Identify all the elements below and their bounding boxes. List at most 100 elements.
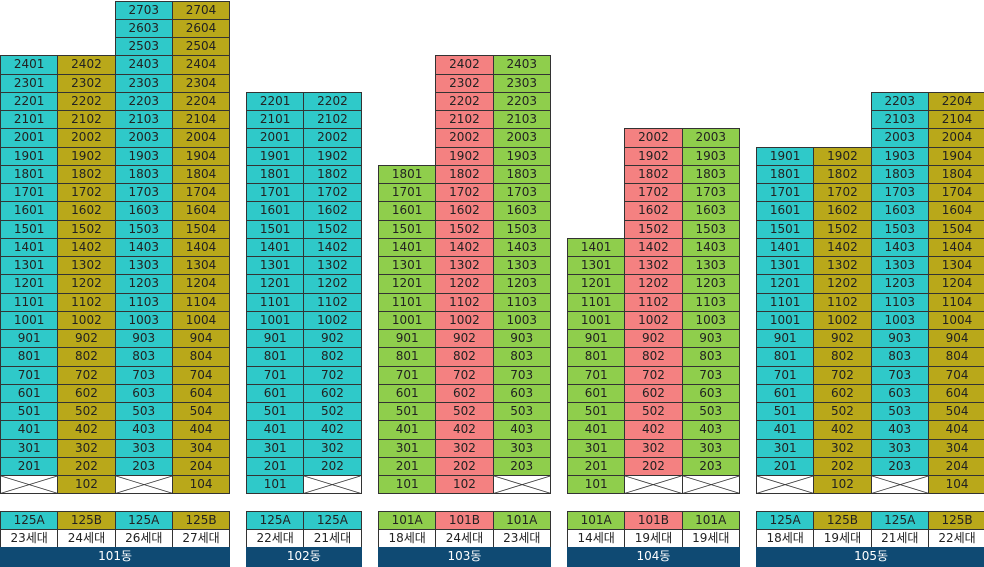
unit-cell: 1801 [0, 164, 59, 184]
unit-cell: 2101 [0, 110, 59, 130]
unit-cell: 803 [681, 347, 740, 367]
unit-cell: 1502 [435, 219, 494, 239]
unit-cell: 1601 [378, 201, 437, 221]
unit-cell: 801 [756, 347, 815, 367]
unit-cell: 602 [57, 383, 116, 403]
unit-cell: 1203 [681, 274, 740, 294]
unit-cell: 1602 [435, 201, 494, 221]
unit-cell: 301 [567, 438, 626, 458]
household-count: 19세대 [813, 529, 872, 548]
unit-cell: 1503 [492, 219, 551, 239]
unit-cell: 1204 [927, 274, 984, 294]
unit-cell: 101 [378, 475, 437, 495]
unit-cell: 304 [171, 438, 231, 458]
unit-cell: 1701 [0, 183, 59, 203]
unit-cell: 901 [756, 329, 815, 349]
unit-cell: 1902 [624, 146, 683, 166]
unit-cell: 501 [567, 402, 626, 422]
unit-cell: 2002 [435, 128, 494, 148]
unit-cell: 802 [303, 347, 362, 367]
unit-cell: 1503 [681, 219, 740, 239]
unit-cell: 701 [378, 365, 437, 385]
unit-cell: 201 [756, 456, 815, 476]
unit-cell: 1602 [57, 201, 116, 221]
unit-cell: 2402 [435, 55, 494, 75]
unit-cell: 701 [0, 365, 59, 385]
unit-cell: 1703 [870, 183, 929, 203]
unit-type-label: 101A [492, 511, 551, 530]
empty-unit-cell [870, 475, 929, 495]
unit-cell: 1901 [756, 146, 815, 166]
unit-type-label: 101B [624, 511, 683, 530]
unit-cell: 1802 [303, 164, 362, 184]
unit-cell: 1801 [378, 164, 437, 184]
unit-cell: 502 [57, 402, 116, 422]
unit-cell: 402 [813, 420, 872, 440]
unit-cell: 303 [492, 438, 551, 458]
unit-cell: 1201 [567, 274, 626, 294]
household-count: 27세대 [171, 529, 231, 548]
unit-cell: 2301 [0, 73, 59, 93]
household-count: 23세대 [492, 529, 551, 548]
unit-cell: 2204 [927, 91, 984, 111]
unit-cell: 304 [927, 438, 984, 458]
unit-cell: 401 [378, 420, 437, 440]
unit-cell: 1902 [813, 146, 872, 166]
unit-cell: 901 [246, 329, 305, 349]
unit-cell: 202 [57, 456, 116, 476]
unit-cell: 1402 [57, 237, 116, 257]
unit-cell: 902 [624, 329, 683, 349]
unit-cell: 2503 [114, 37, 173, 57]
building-name-bar: 102동 [246, 547, 362, 567]
empty-unit-cell [624, 475, 683, 495]
unit-cell: 603 [492, 383, 551, 403]
unit-cell: 1502 [624, 219, 683, 239]
unit-cell: 902 [57, 329, 116, 349]
unit-cell: 802 [57, 347, 116, 367]
household-count: 24세대 [57, 529, 116, 548]
unit-cell: 1403 [870, 237, 929, 257]
unit-cell: 102 [813, 475, 872, 495]
unit-cell: 501 [378, 402, 437, 422]
unit-cell: 2303 [492, 73, 551, 93]
unit-cell: 501 [0, 402, 59, 422]
unit-cell: 1401 [756, 237, 815, 257]
unit-cell: 904 [927, 329, 984, 349]
unit-cell: 1702 [813, 183, 872, 203]
unit-cell: 1704 [927, 183, 984, 203]
unit-type-label: 125A [0, 511, 59, 530]
unit-cell: 2703 [114, 0, 173, 20]
unit-cell: 1503 [870, 219, 929, 239]
household-count: 19세대 [624, 529, 683, 548]
unit-cell: 201 [0, 456, 59, 476]
unit-cell: 503 [492, 402, 551, 422]
unit-cell: 1202 [303, 274, 362, 294]
unit-cell: 601 [756, 383, 815, 403]
unit-type-label: 101A [567, 511, 626, 530]
household-count: 14세대 [567, 529, 626, 548]
unit-cell: 1402 [813, 237, 872, 257]
unit-cell: 1501 [756, 219, 815, 239]
unit-cell: 1602 [624, 201, 683, 221]
unit-cell: 1104 [171, 292, 231, 312]
unit-cell: 2302 [57, 73, 116, 93]
unit-cell: 1501 [0, 219, 59, 239]
unit-cell: 701 [246, 365, 305, 385]
unit-cell: 604 [927, 383, 984, 403]
unit-cell: 601 [378, 383, 437, 403]
empty-cross-icon [625, 476, 682, 494]
unit-cell: 1201 [756, 274, 815, 294]
unit-cell: 2104 [171, 110, 231, 130]
unit-cell: 2203 [870, 91, 929, 111]
unit-cell: 1502 [813, 219, 872, 239]
unit-cell: 504 [927, 402, 984, 422]
unit-cell: 1902 [435, 146, 494, 166]
unit-cell: 1701 [246, 183, 305, 203]
unit-cell: 303 [681, 438, 740, 458]
empty-cross-icon [757, 476, 814, 494]
unit-cell: 402 [303, 420, 362, 440]
unit-cell: 1904 [171, 146, 231, 166]
unit-cell: 1304 [171, 256, 231, 276]
unit-cell: 802 [435, 347, 494, 367]
unit-cell: 1801 [246, 164, 305, 184]
